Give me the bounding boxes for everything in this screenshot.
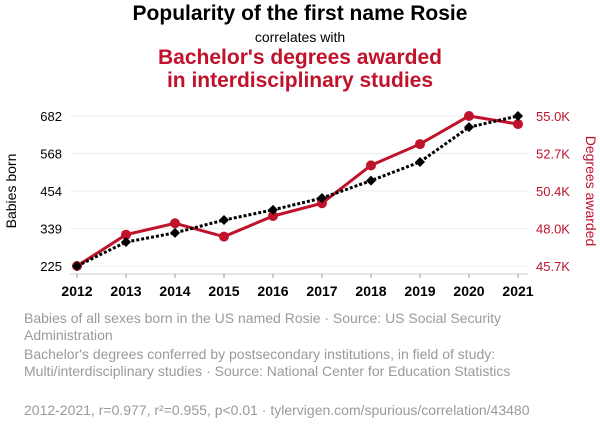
- x-tick-label: 2012: [61, 283, 92, 299]
- x-tick-label: 2013: [110, 283, 141, 299]
- x-tick-label: 2014: [159, 283, 190, 299]
- x-tick-label: 2021: [502, 283, 533, 299]
- degrees-point: [464, 111, 474, 121]
- y-left-tick-label: 339: [40, 222, 62, 237]
- legend-item-degrees: Bachelor's degrees conferred by postseco…: [24, 346, 564, 380]
- y-right-tick-label: 52.7K: [536, 147, 570, 162]
- babies-point: [464, 122, 474, 133]
- y-right-tick-label: 55.0K: [536, 109, 570, 124]
- degrees-line: [76, 114, 519, 268]
- footer-stats: 2012-2021, r=0.977, r²=0.955, p<0.01 · t…: [24, 402, 530, 418]
- x-tick-label: 2018: [355, 283, 386, 299]
- babies-point: [219, 215, 229, 226]
- chart-title: Popularity of the first name Rosie: [132, 2, 468, 25]
- y-right-tick-label: 50.4K: [536, 184, 570, 199]
- babies-point: [268, 204, 278, 215]
- degrees-point: [366, 160, 376, 171]
- y-left-tick-label: 682: [40, 109, 62, 124]
- degrees-point: [317, 198, 327, 209]
- x-tick-label: 2017: [306, 283, 337, 299]
- y-left-tick-label: 225: [40, 259, 62, 274]
- degrees-point: [268, 211, 278, 221]
- babies-point: [415, 156, 425, 167]
- legend-item-babies: Babies of all sexes born in the US named…: [24, 310, 564, 344]
- x-tick-label: 2020: [453, 283, 484, 299]
- y-left-tick-label: 454: [40, 184, 62, 199]
- y-right-tick-label: 45.7K: [536, 259, 570, 274]
- babies-point: [170, 227, 180, 238]
- babies-point: [366, 175, 376, 186]
- degrees-point: [415, 139, 425, 150]
- subtitle-line: in interdisciplinary studies: [166, 69, 434, 92]
- y-right-axis-label: Degrees awarded: [583, 136, 599, 247]
- chart-subtitle: Bachelor's degrees awarded in interdisci…: [0, 46, 600, 92]
- y-left-tick-label: 568: [40, 147, 62, 162]
- degrees-point: [121, 229, 131, 240]
- subtitle-line: Bachelor's degrees awarded: [158, 46, 442, 69]
- x-tick-label: 2015: [208, 283, 239, 299]
- babies-point: [513, 111, 523, 121]
- degrees-point: [513, 119, 523, 130]
- x-tick-label: 2016: [257, 283, 288, 299]
- correlates-text: correlates with: [254, 29, 346, 45]
- y-left-axis-label: Babies born: [3, 154, 19, 229]
- legend-label: Bachelor's degrees conferred by postseco…: [24, 346, 511, 379]
- babies-point: [317, 193, 327, 204]
- legend-label: Babies of all sexes born in the US named…: [24, 310, 502, 343]
- degrees-point: [219, 231, 229, 242]
- babies-point: [121, 237, 131, 248]
- line-chart: 225 45.7K 339 48.0K 454 50.4K 568 52.7K 682 55.0K…: [3, 109, 599, 299]
- degrees-point: [170, 218, 180, 229]
- babies-point: [72, 261, 82, 271]
- y-right-tick-label: 48.0K: [536, 222, 570, 237]
- babies-line: [76, 114, 519, 268]
- x-tick-label: 2019: [404, 283, 435, 299]
